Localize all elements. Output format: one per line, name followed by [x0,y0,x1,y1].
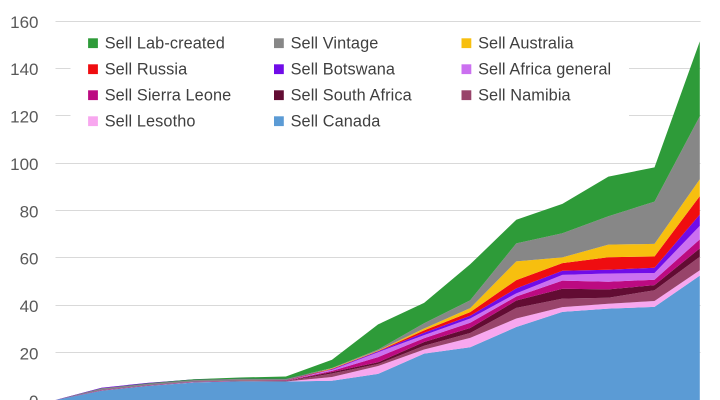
svg-text:Sell Namibia: Sell Namibia [478,87,571,105]
svg-text:40: 40 [20,297,39,316]
svg-text:Sell Africa general: Sell Africa general [478,61,611,79]
svg-text:Sell Sierra Leone: Sell Sierra Leone [105,87,232,105]
svg-text:Sell Russia: Sell Russia [105,61,188,79]
svg-text:20: 20 [20,344,39,363]
svg-text:Sell Canada: Sell Canada [291,113,382,131]
svg-text:Sell South Africa: Sell South Africa [291,87,413,105]
svg-text:0: 0 [29,392,38,400]
svg-text:Sell Lab-created: Sell Lab-created [105,35,225,53]
svg-text:80: 80 [20,202,39,221]
svg-text:Sell Australia: Sell Australia [478,35,574,53]
svg-text:Sell Vintage: Sell Vintage [291,35,379,53]
svg-text:Sell Lesotho: Sell Lesotho [105,113,196,131]
svg-text:140: 140 [10,60,38,79]
svg-text:160: 160 [10,13,38,32]
svg-text:60: 60 [20,250,39,269]
svg-text:100: 100 [10,155,38,174]
svg-text:Sell Botswana: Sell Botswana [291,61,396,79]
svg-text:120: 120 [10,108,38,127]
